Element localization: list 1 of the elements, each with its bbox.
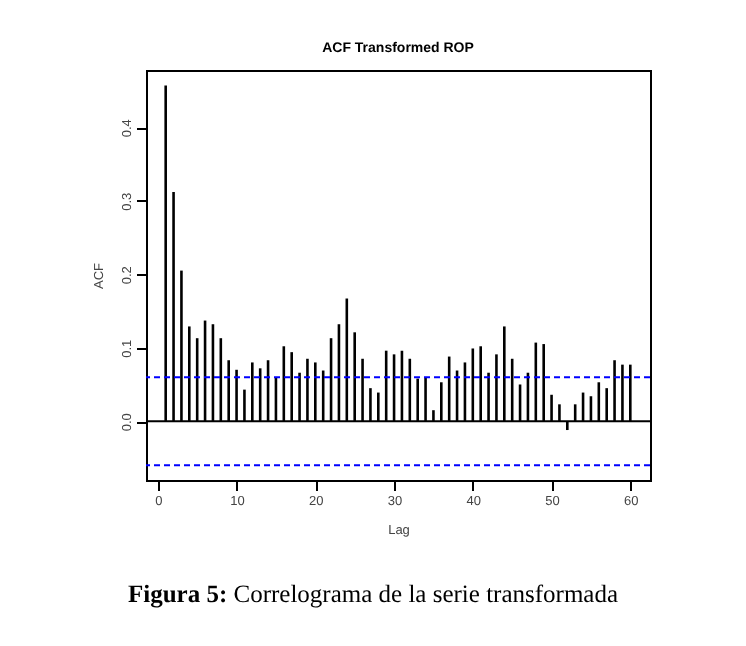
text: Figura 5: Correlograma de la serie transformada bbox=[125, 580, 621, 610]
